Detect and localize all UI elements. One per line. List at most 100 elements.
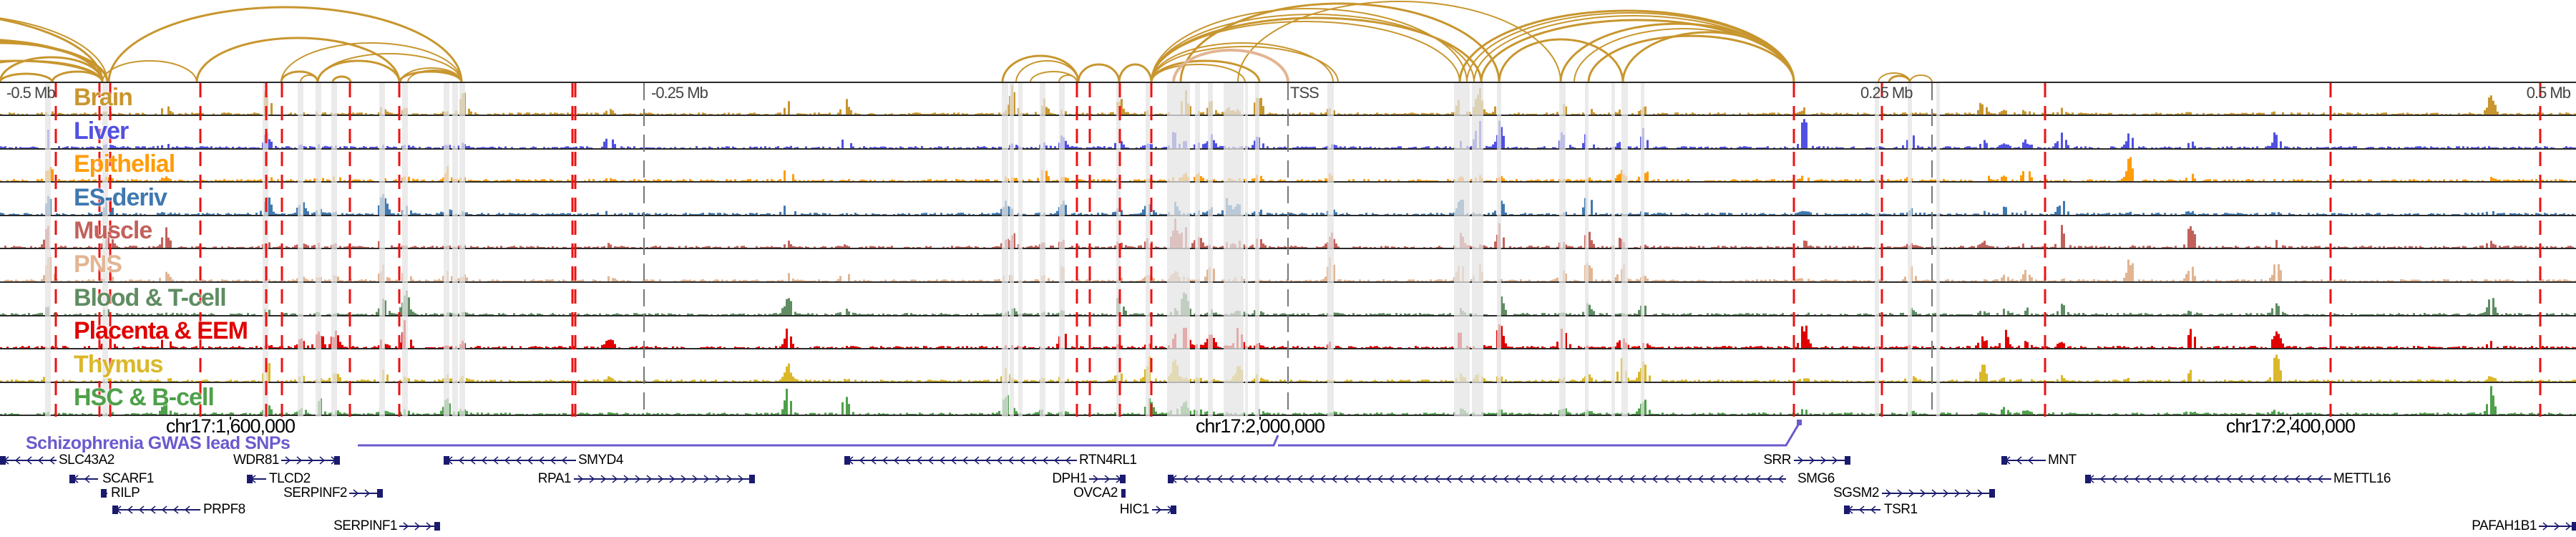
gene-label[interactable]: PRPF8	[203, 502, 245, 517]
strand-arrow-icon	[1652, 475, 1658, 483]
interaction-arc	[407, 69, 462, 83]
gene-label[interactable]: WDR81	[233, 453, 280, 468]
strand-arrow-icon	[161, 505, 167, 514]
interaction-arc	[1498, 38, 1624, 83]
gene-label[interactable]: RTN4RL1	[1079, 453, 1137, 468]
strand-arrow-icon	[172, 505, 179, 514]
gene-model[interactable]	[1794, 456, 1850, 465]
gene-label[interactable]: HIC1	[1119, 502, 1150, 517]
gene-label[interactable]: SRR	[1763, 453, 1791, 468]
strand-arrow-icon	[2027, 456, 2034, 465]
track-label: ES-deriv	[74, 183, 167, 211]
strand-arrow-icon	[1251, 475, 1257, 483]
gene-model[interactable]	[1152, 505, 1176, 514]
strand-arrow-icon	[1491, 475, 1498, 483]
gene-label[interactable]: SGSM2	[1833, 485, 1880, 500]
gene-label[interactable]: PAFAH1B1	[2472, 518, 2537, 533]
strand-arrow-icon	[1308, 475, 1314, 483]
interaction-arc	[1909, 74, 1933, 83]
strand-arrow-icon	[1931, 489, 1938, 498]
track-label: Brain	[74, 84, 133, 111]
gene-label[interactable]: MNT	[2048, 453, 2077, 468]
strand-arrow-icon	[1434, 475, 1440, 483]
gene-label[interactable]: TSR1	[1884, 502, 1918, 517]
gene-label[interactable]: TLCD2	[269, 471, 311, 486]
gene-model[interactable]	[1168, 475, 1786, 483]
strand-arrow-icon	[127, 505, 133, 514]
gene-model[interactable]	[2085, 475, 2331, 483]
gene-model[interactable]	[444, 456, 576, 465]
strand-arrow-icon	[985, 456, 991, 465]
gene-model[interactable]	[2001, 456, 2046, 465]
coordinate-label: chr17:1,600,000	[165, 415, 296, 437]
gene-label[interactable]: DPH1	[1052, 471, 1087, 486]
strand-arrow-icon	[1594, 475, 1601, 483]
gene-model[interactable]	[1089, 475, 1126, 483]
gene-label[interactable]: SERPINF1	[333, 518, 397, 533]
gene-model[interactable]	[1882, 489, 1995, 498]
exon	[434, 522, 440, 531]
exon	[2085, 475, 2091, 483]
gene-model[interactable]	[281, 456, 340, 465]
strand-arrow-icon	[150, 505, 156, 514]
gene-model[interactable]	[574, 475, 755, 483]
gene-label[interactable]: SERPINF2	[283, 485, 347, 500]
gene-model[interactable]	[1844, 505, 1880, 514]
strand-arrow-icon	[904, 456, 911, 465]
strand-arrow-icon	[319, 456, 326, 465]
gene-label[interactable]: OVCA2	[1073, 485, 1118, 500]
gene-label[interactable]: METTL16	[2333, 471, 2391, 486]
strand-arrow-icon	[1966, 489, 1972, 498]
strand-arrow-icon	[2248, 475, 2255, 483]
track-label: Placenta & EEM	[74, 317, 248, 345]
strand-arrow-icon	[1400, 475, 1406, 483]
exon	[69, 475, 75, 483]
exon	[749, 475, 755, 483]
strand-arrow-icon	[2294, 475, 2301, 483]
strand-arrow-icon	[469, 456, 476, 465]
gene-model[interactable]	[2539, 522, 2576, 531]
gene-model[interactable]	[69, 475, 98, 483]
strand-arrow-icon	[658, 475, 664, 483]
strand-arrow-icon	[1870, 505, 1876, 514]
gene-model[interactable]	[844, 456, 1077, 465]
gene-model[interactable]	[399, 522, 440, 531]
strand-arrow-icon	[1606, 475, 1612, 483]
exon	[844, 456, 850, 465]
strand-arrow-icon	[635, 475, 641, 483]
strand-arrow-icon	[646, 475, 653, 483]
strand-arrow-icon	[550, 456, 556, 465]
strand-arrow-icon	[1319, 475, 1326, 483]
gene-model[interactable]	[1121, 489, 1126, 498]
strand-arrow-icon	[481, 456, 487, 465]
gene-model[interactable]	[349, 489, 383, 498]
strand-arrow-icon	[1908, 489, 1915, 498]
interaction-arc	[1118, 63, 1153, 83]
gene-model[interactable]	[0, 456, 57, 465]
strand-arrow-icon	[504, 456, 510, 465]
gene-label[interactable]: SMG6	[1797, 471, 1835, 486]
gene-label[interactable]: SCARF1	[102, 471, 154, 486]
strand-arrow-icon	[1457, 475, 1463, 483]
coordinate-label: chr17:2,400,000	[2225, 415, 2356, 437]
exon	[1989, 489, 1995, 498]
gene-model[interactable]	[112, 505, 200, 514]
interaction-arc	[1172, 49, 1289, 83]
gene-label[interactable]: SMYD4	[578, 453, 623, 468]
strand-arrow-icon	[1239, 475, 1246, 483]
strand-arrow-icon	[138, 505, 145, 514]
interaction-arc	[0, 39, 104, 83]
gene-model[interactable]	[247, 475, 266, 483]
gene-model[interactable]	[101, 489, 107, 498]
strand-arrow-icon	[1065, 456, 1071, 465]
strand-arrow-icon	[403, 522, 409, 531]
strand-arrow-icon	[1388, 475, 1395, 483]
gene-label[interactable]: RILP	[111, 485, 140, 500]
strand-arrow-icon	[1205, 475, 1211, 483]
gene-label[interactable]: RPA1	[537, 471, 572, 486]
strand-arrow-icon	[1526, 475, 1532, 483]
gene-label[interactable]: SLC43A2	[59, 453, 114, 468]
strand-arrow-icon	[2111, 475, 2117, 483]
axis-label-minus-0-25mb: -0.25 Mb	[651, 84, 708, 102]
exon	[1168, 475, 1174, 483]
